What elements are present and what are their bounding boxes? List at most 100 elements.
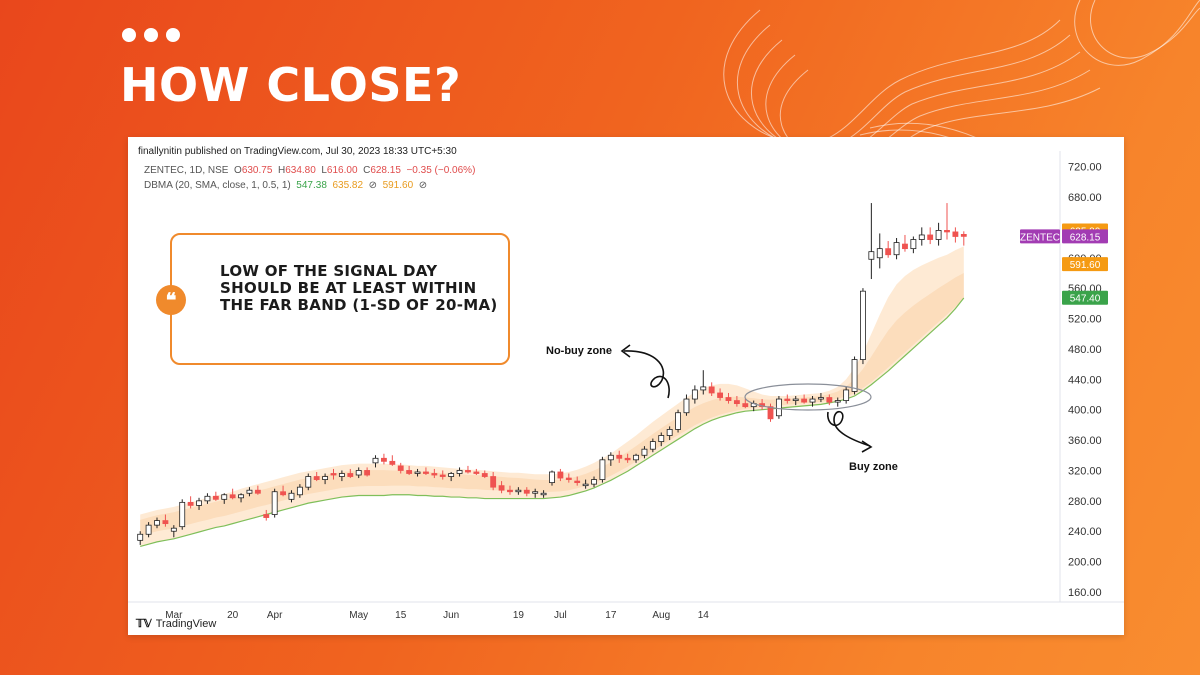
candle-body — [742, 403, 749, 408]
candle-body — [330, 473, 337, 476]
candle-body — [204, 495, 211, 502]
price-label-text: 547.40 — [1070, 294, 1101, 305]
candle-body — [624, 457, 631, 461]
indicator-value-1: 547.38 — [296, 180, 327, 191]
candle-body — [582, 483, 589, 487]
candle-body — [380, 457, 387, 462]
y-tick-label: 240.00 — [1068, 526, 1102, 538]
no-buy-zone-label: No-buy zone — [546, 345, 612, 357]
symbol-name: ZENTEC, 1D, NSE — [144, 165, 229, 176]
candle-body — [196, 500, 202, 506]
candle-body — [288, 492, 295, 500]
candle-body — [389, 460, 396, 465]
candle-body — [876, 248, 883, 259]
low-label: L — [321, 165, 327, 176]
y-tick-label: 200.00 — [1068, 557, 1102, 569]
candle-body — [246, 489, 253, 494]
callout-box: ❝ LOW OF THE SIGNAL DAY SHOULD BE AT LEA… — [156, 233, 510, 365]
candle-body — [792, 398, 799, 401]
candle-body — [347, 473, 354, 477]
indicator-legend: DBMA (20, SMA, close, 1, 0.5, 1) 547.38 … — [144, 180, 427, 191]
tradingview-label: TradingView — [155, 617, 217, 630]
y-tick-label: 480.00 — [1068, 344, 1102, 356]
candle-body — [162, 520, 169, 525]
high-value: 634.80 — [285, 165, 316, 176]
visibility-icon-1[interactable]: ⊘ — [368, 180, 377, 191]
candle-body — [263, 514, 270, 518]
candle-body — [431, 473, 438, 476]
candle-body — [960, 233, 967, 237]
candle-body — [649, 441, 656, 450]
candle-body — [801, 398, 808, 403]
candle-body — [809, 398, 816, 403]
candle-body — [322, 476, 329, 480]
visibility-icon-2[interactable]: ⊘ — [418, 180, 428, 191]
x-tick-label: Mar — [165, 610, 183, 621]
candle-body — [406, 470, 413, 474]
indicator-value-2: 635.82 — [332, 180, 364, 191]
indicator-name: DBMA (20, SMA, close, 1, 0.5, 1) — [144, 180, 291, 191]
candle-body — [549, 471, 555, 484]
x-tick-label: 17 — [605, 610, 617, 621]
candle-body — [448, 473, 455, 477]
candle-body — [616, 454, 623, 459]
x-tick-label: 15 — [395, 610, 407, 621]
outer-band-fill — [140, 246, 964, 547]
candle-body — [465, 470, 471, 473]
candle-body — [137, 533, 144, 541]
close-value: 628.15 — [370, 165, 401, 176]
candle-body — [187, 501, 194, 506]
candle-body — [313, 476, 320, 480]
candle-body — [767, 406, 774, 420]
candle-body — [296, 486, 303, 496]
candle-body — [851, 359, 858, 392]
candle-body — [902, 243, 908, 250]
high-label: H — [277, 165, 286, 176]
candle-body — [893, 242, 900, 256]
candle-body — [338, 473, 345, 477]
published-info: finallynitin published on TradingView.co… — [138, 146, 457, 157]
candle-body — [456, 470, 463, 474]
price-label-text: 591.60 — [1070, 260, 1101, 271]
tradingview-logo-icon: 𝕋𝕍 — [136, 618, 152, 630]
symbol-legend: ZENTEC, 1D, NSE O630.75 H634.80 L616.00 … — [144, 165, 475, 176]
candle-body — [784, 398, 791, 401]
candle-body — [238, 494, 244, 499]
candle-body — [675, 412, 681, 430]
x-tick-label: Jun — [443, 610, 459, 621]
candle-body — [423, 471, 429, 474]
candle-body — [507, 489, 513, 493]
candle-body — [145, 524, 152, 535]
price-label-tag — [1062, 229, 1108, 244]
x-tick-label: 19 — [513, 610, 525, 621]
menu-dots-icon — [122, 28, 180, 42]
y-tick-label: 360.00 — [1068, 435, 1102, 447]
indicator-value-3: 591.60 — [382, 180, 414, 191]
candle-body — [490, 476, 497, 488]
candle-body — [523, 489, 530, 494]
candle-body — [540, 492, 547, 496]
close-label: C — [363, 165, 371, 176]
candle-body — [481, 473, 488, 477]
candle-body — [818, 397, 824, 400]
candle-body — [607, 454, 614, 461]
candle-body — [532, 491, 539, 494]
candle-body — [372, 457, 379, 464]
y-tick-label: 680.00 — [1068, 192, 1102, 204]
candle-body — [834, 400, 841, 403]
candle-body — [641, 448, 648, 456]
price-label-tag — [1062, 257, 1108, 272]
candle-body — [843, 389, 850, 401]
change-value: −0.35 (−0.06%) — [406, 165, 476, 176]
candle-body — [221, 494, 228, 500]
candle-body — [397, 465, 404, 471]
candle-body — [683, 398, 690, 414]
candle-body — [515, 489, 522, 493]
x-tick-label: Apr — [267, 610, 283, 621]
ticker-tag-text: ZENTEC — [1020, 232, 1060, 243]
y-tick-label: 440.00 — [1068, 374, 1102, 386]
candle-body — [565, 477, 572, 480]
x-tick-label: Jul — [554, 610, 567, 621]
price-label-text: 628.15 — [1070, 232, 1101, 243]
candle-body — [750, 403, 757, 408]
